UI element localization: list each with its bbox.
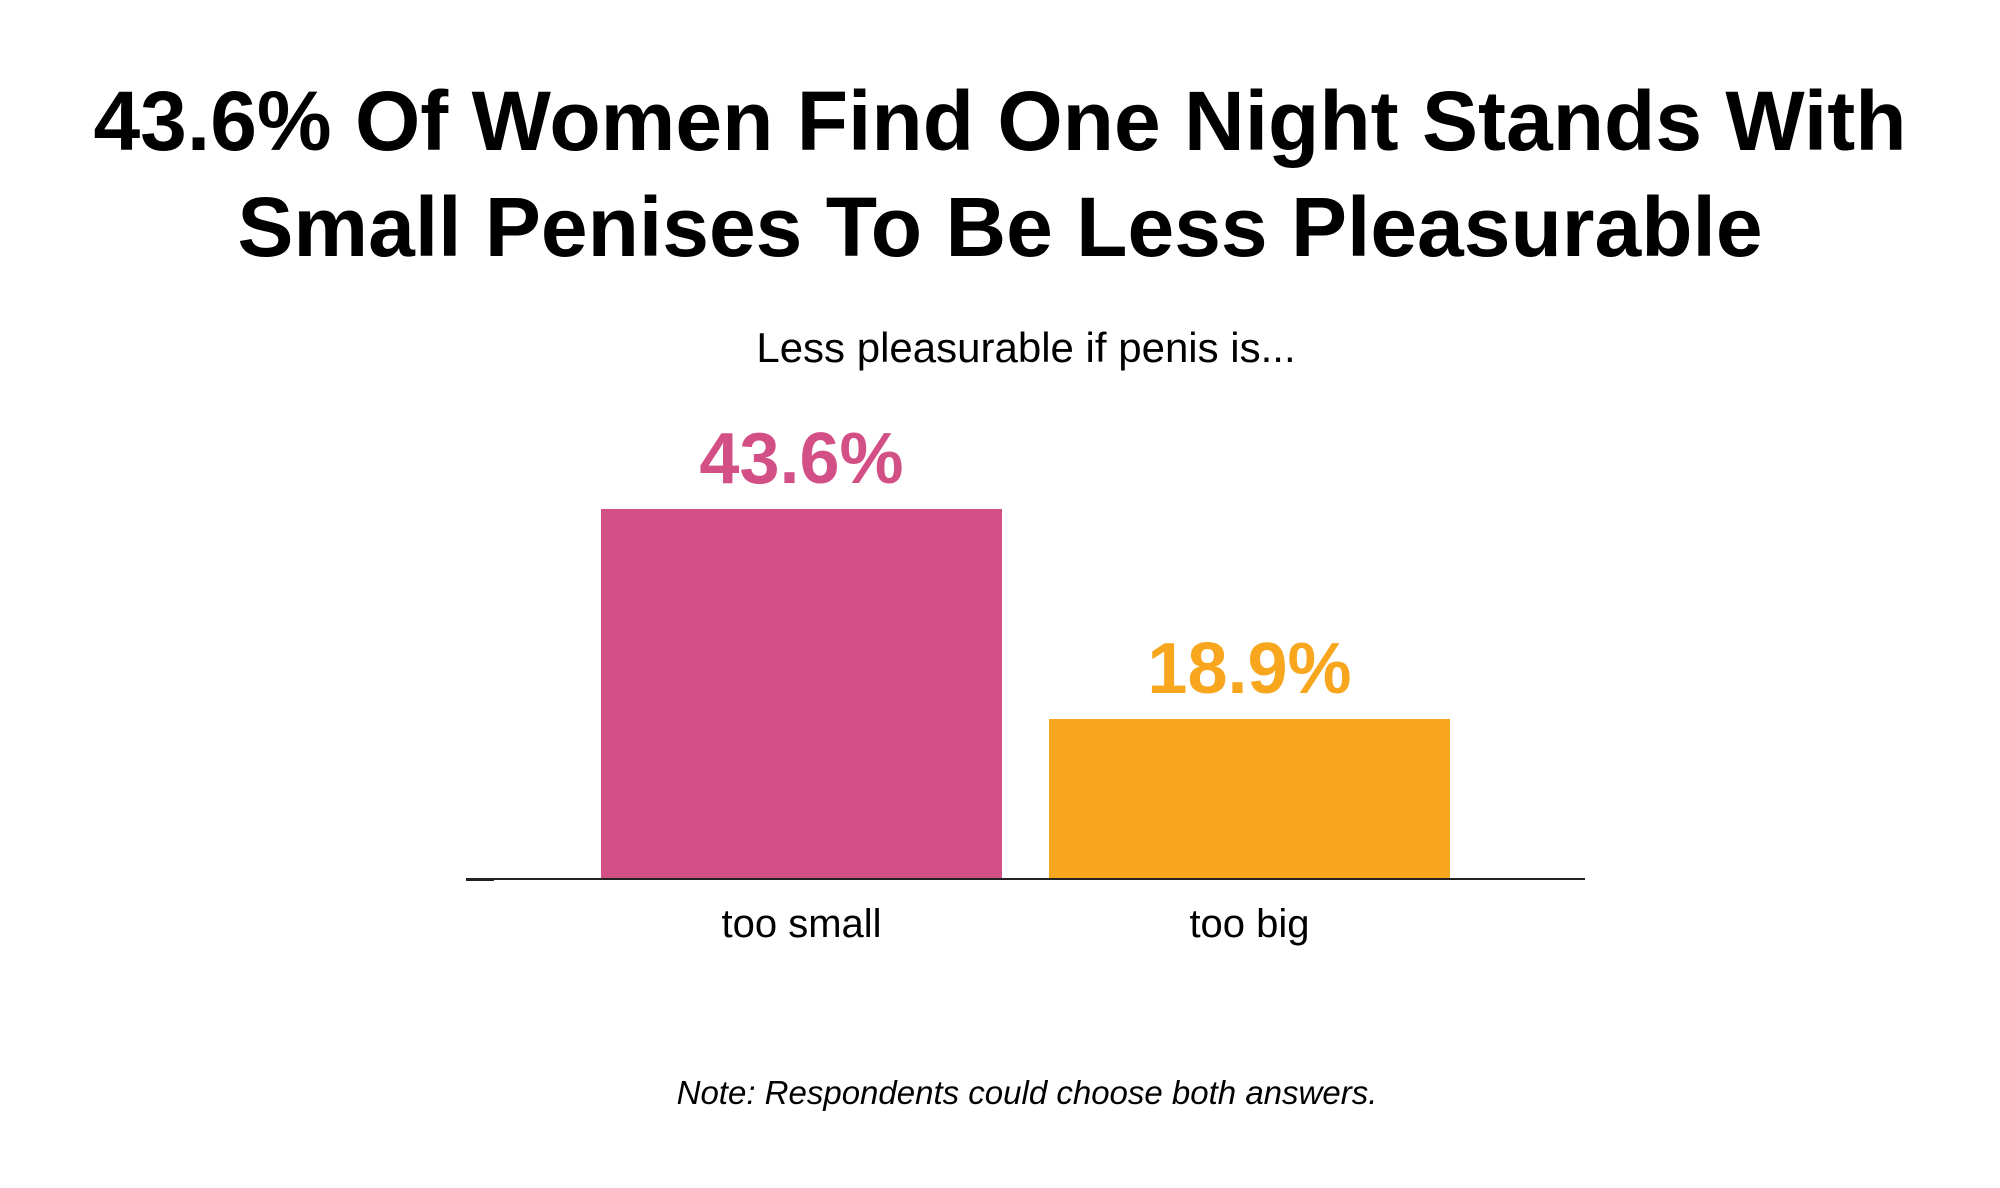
category-label-too-small: too small <box>721 902 882 946</box>
category-label-too-big: too big <box>1189 902 1310 946</box>
chart-title: 43.6% Of Women Find One Night Stands Wit… <box>0 68 2000 280</box>
bar-too-big <box>1049 718 1450 879</box>
bar-value-label-too-big: 18.9% <box>1147 628 1352 709</box>
chart-footnote: Note: Respondents could choose both answ… <box>676 1074 1378 1111</box>
bar-value-label-too-small: 43.6% <box>699 419 904 499</box>
bar-too-small <box>601 509 1002 879</box>
x-axis-baseline <box>466 877 1585 881</box>
chart-title-line-1: 43.6% Of Women Find One Night Stands Wit… <box>93 74 1907 168</box>
chart-title-line-2: Small Penises To Be Less Pleasurable <box>237 180 1763 274</box>
chart-subtitle: Less pleasurable if penis is... <box>756 324 1296 371</box>
